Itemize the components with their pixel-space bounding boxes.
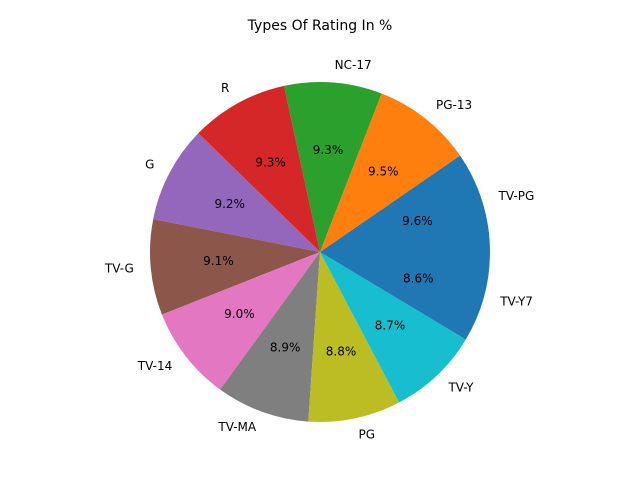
pie-slice-tv-g	[149, 219, 320, 315]
pie-slice-g	[153, 133, 320, 252]
slice-label-tv-pg: TV-PG	[498, 189, 535, 203]
slice-percent-pg-13: 9.5%	[368, 165, 399, 179]
pie-slice-pg	[308, 252, 400, 422]
slice-label-tv-14: TV-14	[137, 359, 172, 373]
slice-percent-r: 9.3%	[255, 155, 286, 169]
pie-slice-tv-14	[161, 252, 320, 390]
pie-slice-pg-13	[320, 93, 460, 252]
slice-percent-tv-ma: 8.9%	[270, 340, 301, 354]
pie-labels: TV-PG PG-13 NC-17 R G TV-G TV-14 TV-MA PG TV-Y TV-…	[104, 58, 534, 441]
pie-slice-tv-y	[320, 252, 466, 403]
pie-slice-tv-pg	[320, 155, 490, 252]
pie-slice-r	[198, 85, 320, 252]
slice-percent-tv-14: 9.0%	[224, 307, 255, 321]
slice-percent-tv-pg: 9.6%	[402, 214, 433, 228]
slice-label-g: G	[145, 158, 154, 172]
slice-label-r: R	[221, 81, 229, 95]
pie-percent-labels: 9.6% 9.5% 9.3% 9.3% 9.2% 9.1% 9.0% 8.9% 8.8% 8.7%…	[203, 143, 433, 359]
pie-slice-tv-y7	[320, 252, 490, 340]
slice-label-pg: PG	[359, 427, 376, 441]
slice-label-tv-g: TV-G	[104, 262, 134, 276]
slice-label-pg-13: PG-13	[436, 98, 472, 112]
chart-title: Types Of Rating In %	[247, 18, 393, 34]
slice-label-tv-y7: TV-Y7	[499, 294, 533, 308]
slice-label-tv-ma: TV-MA	[217, 420, 257, 434]
slice-percent-tv-y: 8.7%	[375, 319, 406, 333]
slice-label-nc-17: NC-17	[335, 58, 372, 72]
slice-label-tv-y: TV-Y	[447, 380, 474, 394]
pie-slice-nc-17	[283, 81, 382, 252]
slice-percent-tv-g: 9.1%	[203, 254, 234, 268]
slice-percent-g: 9.2%	[214, 197, 245, 211]
slice-percent-pg: 8.8%	[326, 344, 357, 358]
slice-percent-nc-17: 9.3%	[313, 143, 344, 157]
slice-percent-tv-y7: 8.6%	[403, 272, 434, 286]
pie-slices	[149, 81, 490, 422]
pie-slice-tv-ma	[220, 252, 320, 422]
